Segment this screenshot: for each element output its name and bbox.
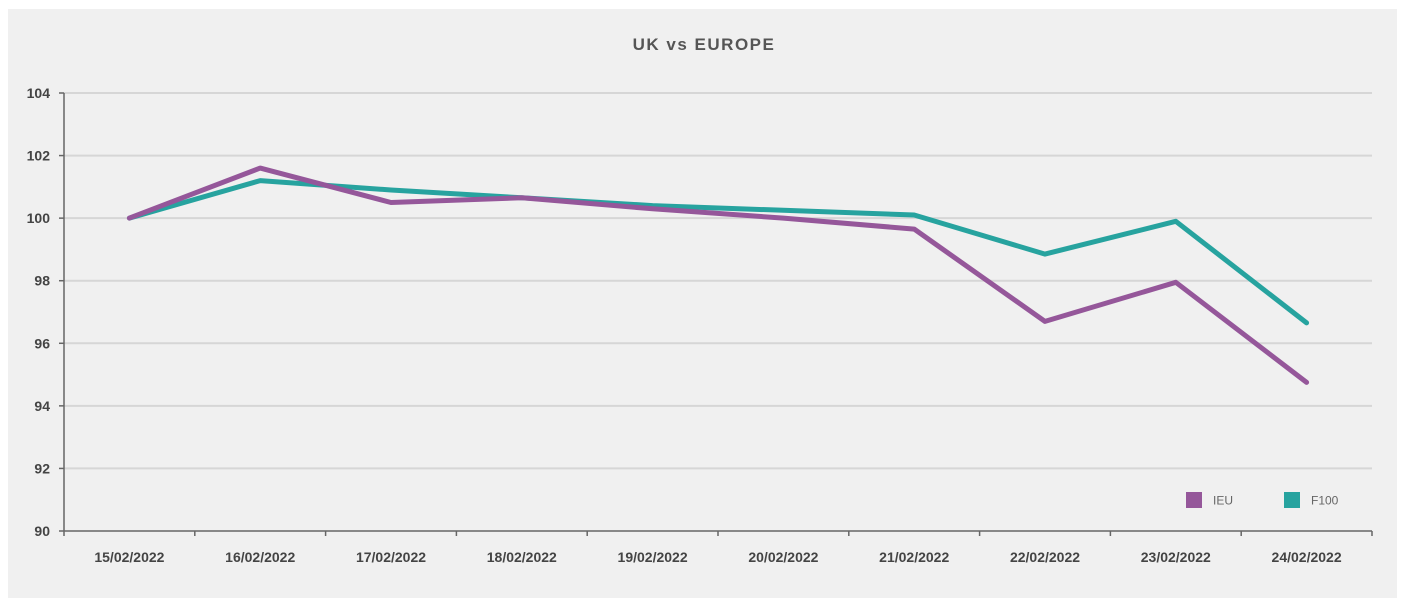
x-tick-label: 17/02/2022 [356,549,426,565]
x-tick-label: 23/02/2022 [1141,549,1211,565]
series-lines [126,165,1310,385]
chart-title: UK vs EUROPE [633,35,776,54]
y-tick-label: 102 [27,148,51,164]
legend: IEU F100 [1186,492,1339,508]
x-tick-label: 22/02/2022 [1010,549,1080,565]
legend-swatch-f100 [1284,492,1300,508]
y-tick-label: 100 [27,210,51,226]
chart-panel: UK vs EUROPE 90 92 94 96 98 100 102 104 15/02/20… [8,9,1397,598]
y-tick-label: 94 [34,398,50,414]
line-chart: UK vs EUROPE 90 92 94 96 98 100 102 104 15/02/20… [27,35,1373,565]
y-tick-label: 104 [27,85,51,101]
series-line-f100 [126,178,1310,326]
x-tick-label: 15/02/2022 [94,549,164,565]
x-tick-label: 24/02/2022 [1272,549,1342,565]
legend-swatch-ieu [1186,492,1202,508]
legend-label-f100: F100 [1311,494,1339,508]
y-tick-label: 96 [34,335,50,351]
axes: 90 92 94 96 98 100 102 104 15/02/2022 16/02/2022 1… [27,85,1373,565]
x-tick-label: 19/02/2022 [618,549,688,565]
y-tick-label: 98 [34,273,50,289]
y-tick-label: 92 [34,460,50,476]
x-tick-label: 20/02/2022 [748,549,818,565]
series-line-ieu [126,165,1310,385]
x-tick-label: 18/02/2022 [487,549,557,565]
gridlines [64,92,1372,470]
legend-label-ieu: IEU [1213,494,1233,508]
x-tick-label: 16/02/2022 [225,549,295,565]
x-tick-label: 21/02/2022 [879,549,949,565]
y-tick-label: 90 [34,523,50,539]
